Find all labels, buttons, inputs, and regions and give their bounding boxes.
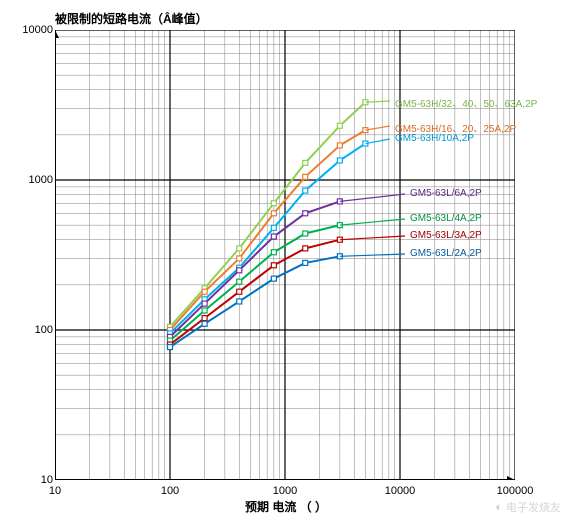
watermark-icon: ◐ [495, 499, 503, 514]
chart-title: 被限制的短路电流（Â峰值） [55, 10, 208, 27]
x-tick-label: 10000 [385, 485, 416, 497]
series-label: GM5-63H/10A,2P [395, 133, 474, 144]
watermark: ◐电子发烧友 [495, 499, 561, 515]
x-tick-label: 100000 [497, 485, 534, 497]
y-tick-label: 10000 [15, 24, 53, 36]
series-label: GM5-63L/3A,2P [410, 230, 482, 241]
x-tick-label: 10 [49, 485, 61, 497]
series-label: GM5-63L/6A,2P [410, 188, 482, 199]
y-tick-label: 100 [15, 324, 53, 336]
series-label: GM5-63L/2A,2P [410, 248, 482, 259]
x-tick-label: 100 [161, 485, 179, 497]
series-label: GM5-63L/4A,2P [410, 213, 482, 224]
y-tick-label: 1000 [15, 174, 53, 186]
x-tick-label: 1000 [273, 485, 297, 497]
y-axis-labels: 10100100010000 [15, 30, 53, 480]
y-tick-label: 10 [15, 474, 53, 486]
watermark-text: 电子发烧友 [506, 502, 561, 514]
series-label: GM5-63H/32、40、50、63A,2P [395, 95, 537, 110]
x-axis-title: 预期 电流 （ ） [245, 498, 327, 515]
